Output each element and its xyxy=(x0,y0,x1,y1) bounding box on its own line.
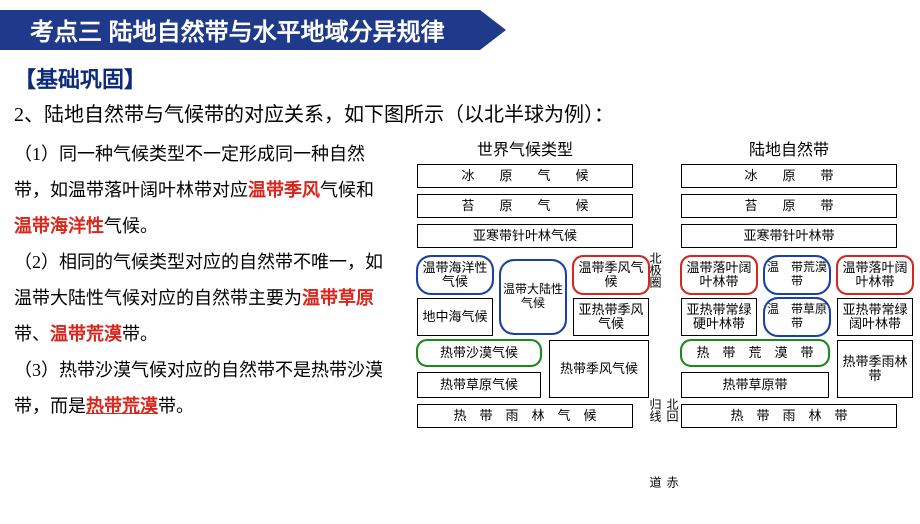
cell-rainforest-climate: 热 带 雨 林 气 候 xyxy=(417,404,633,428)
cell-broadleaf-zone: 亚热带常绿阔叶林带 xyxy=(837,298,913,336)
cell-oceanic-climate: 温带海洋性气候 xyxy=(417,256,493,294)
content-area: （1）同一种气候类型不一定形成同一种自然带，如温带落叶阔叶林带对应温带季风气候和… xyxy=(0,136,920,424)
cell-tundra-climate: 苔 原 气 候 xyxy=(417,194,633,218)
cell-mediterranean-climate: 地中海气候 xyxy=(417,298,493,336)
cell-subarctic-climate: 亚寒带针叶林气候 xyxy=(417,224,633,248)
para-1: （1）同一种气候类型不一定形成同一种自然带，如温带落叶阔叶林带对应温带季风气候和… xyxy=(14,136,389,244)
cell-monsoon-forest-zone: 热带季雨林带 xyxy=(837,340,913,398)
zone-column: 陆地自然带 冰 原 带 苔 原 带 亚寒带针叶林带 温带落叶阔叶林带 温带落叶阔… xyxy=(665,136,913,484)
hl-tropical-desert: 热带荒漠 xyxy=(86,396,158,416)
cell-savanna-climate: 热带草原气候 xyxy=(417,372,541,398)
cell-hardleaf-zone: 亚热带常绿硬叶林带 xyxy=(681,298,757,336)
cell-ice-zone: 冰 原 带 xyxy=(681,164,897,188)
para-2: （2）相同的气候类型对应的自然带不唯一，如温带大陆性气候对应的自然带主要为温带草… xyxy=(14,244,389,352)
cell-monsoon-climate: 温带季风气候 xyxy=(573,256,649,294)
climate-title: 世界气候类型 xyxy=(401,136,649,160)
cell-temp-desert-zone: 温 带荒漠带 xyxy=(764,256,830,294)
cell-tropical-monsoon-climate: 热带季风气候 xyxy=(549,340,649,398)
cell-subtropical-monsoon: 亚热带季风气候 xyxy=(573,298,649,336)
cell-tundra-zone: 苔 原 带 xyxy=(681,194,897,218)
para-3: （3）热带沙漠气候对应的自然带不是热带沙漠带，而是热带荒漠带。 xyxy=(14,352,389,424)
cell-temp-grass-zone: 温 带草原带 xyxy=(764,298,830,336)
banner-title: 考点三 陆地自然带与水平地域分异规律 xyxy=(30,12,445,47)
section-banner: 考点三 陆地自然带与水平地域分异规律 xyxy=(0,6,920,54)
cell-rainforest-zone: 热 带 雨 林 带 xyxy=(681,404,897,428)
cell-savanna-zone: 热带草原带 xyxy=(681,372,829,398)
explanation-text: （1）同一种气候类型不一定形成同一种自然带，如温带落叶阔叶林带对应温带季风气候和… xyxy=(0,136,395,424)
cell-deciduous-l: 温带落叶阔叶林带 xyxy=(681,256,757,294)
cell-tropical-desert-zone: 热 带 荒 漠 带 xyxy=(681,340,829,366)
hl-desert: 温带荒漠 xyxy=(50,324,122,344)
cell-continental-climate: 温带大陆性气候 xyxy=(500,260,566,334)
lead-text: 2、陆地自然带与气候带的对应关系，如下图所示（以北半球为例）： xyxy=(14,100,920,130)
cell-deciduous-r: 温带落叶阔叶林带 xyxy=(837,256,913,294)
cell-ice-climate: 冰 原 气 候 xyxy=(417,164,633,188)
hl-monsoon: 温带季风 xyxy=(248,180,320,200)
banner-arrow xyxy=(480,10,506,50)
hl-oceanic: 温带海洋性 xyxy=(14,216,104,236)
hl-grassland: 温带草原 xyxy=(302,288,374,308)
subheading: 【基础巩固】 xyxy=(14,62,920,94)
cell-taiga-zone: 亚寒带针叶林带 xyxy=(681,224,897,248)
lat-arctic: 北极圈 xyxy=(647,252,664,288)
diagram: 北极圈 北回归线 赤道 世界气候类型 冰 原 气 候 苔 原 气 候 亚寒带针叶… xyxy=(395,136,920,424)
zone-title: 陆地自然带 xyxy=(665,136,913,160)
cell-tropical-desert-climate: 热带沙漠气候 xyxy=(417,340,541,366)
climate-column: 世界气候类型 冰 原 气 候 苔 原 气 候 亚寒带针叶林气候 温带海洋性气候 … xyxy=(401,136,649,484)
